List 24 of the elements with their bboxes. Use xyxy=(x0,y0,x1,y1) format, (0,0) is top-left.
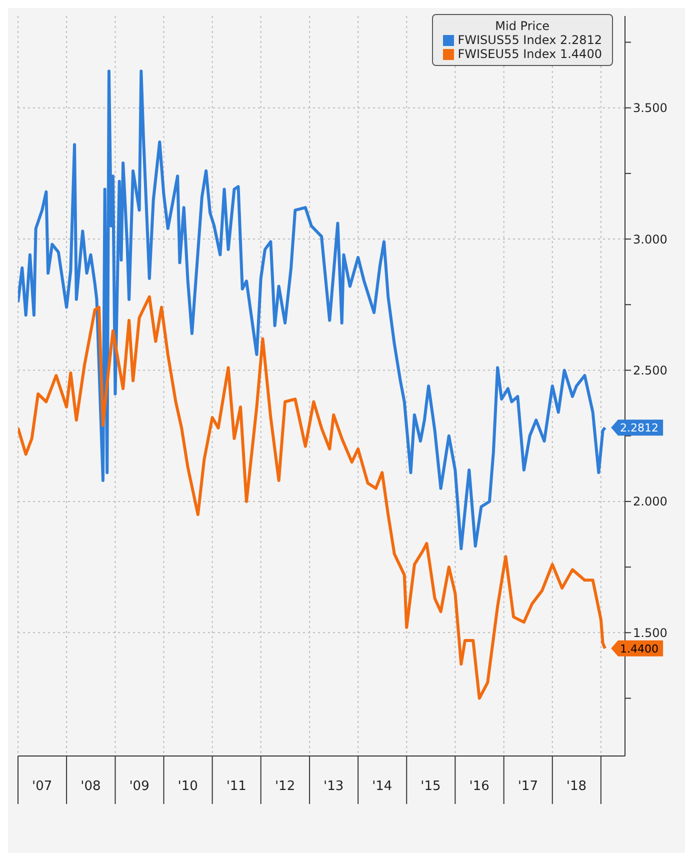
y-tick-label: 3.500 xyxy=(633,101,668,116)
legend-title: Mid Price xyxy=(494,19,551,33)
x-tick-label: '14 xyxy=(372,779,392,794)
x-tick-label: '16 xyxy=(469,779,490,794)
data-label: 2.2812 xyxy=(620,422,659,435)
y-tick-label: 2.000 xyxy=(633,494,668,509)
x-tick-label: '15 xyxy=(420,779,441,794)
legend-label: FWISEU55 Index 1.4400 xyxy=(458,47,602,61)
legend-label: FWISUS55 Index 2.2812 xyxy=(458,33,602,47)
x-tick-label: '09 xyxy=(129,779,150,794)
y-tick-label: 3.000 xyxy=(633,232,668,246)
x-tick-label: '17 xyxy=(518,779,538,794)
x-tick-label: '11 xyxy=(226,779,246,794)
y-tick-label: 1.500 xyxy=(633,626,668,640)
line-series xyxy=(18,70,607,550)
x-tick-label: '18 xyxy=(566,779,587,794)
x-tick-label: '07 xyxy=(32,779,52,794)
x-tick-label: '10 xyxy=(178,779,198,794)
y-tick-label: 2.500 xyxy=(633,364,668,378)
line-series xyxy=(18,295,607,700)
x-tick-label: '12 xyxy=(274,779,296,794)
x-tick-label: '08 xyxy=(80,779,101,794)
data-label: 1.4400 xyxy=(620,642,659,656)
x-tick-label: '13 xyxy=(324,779,344,794)
